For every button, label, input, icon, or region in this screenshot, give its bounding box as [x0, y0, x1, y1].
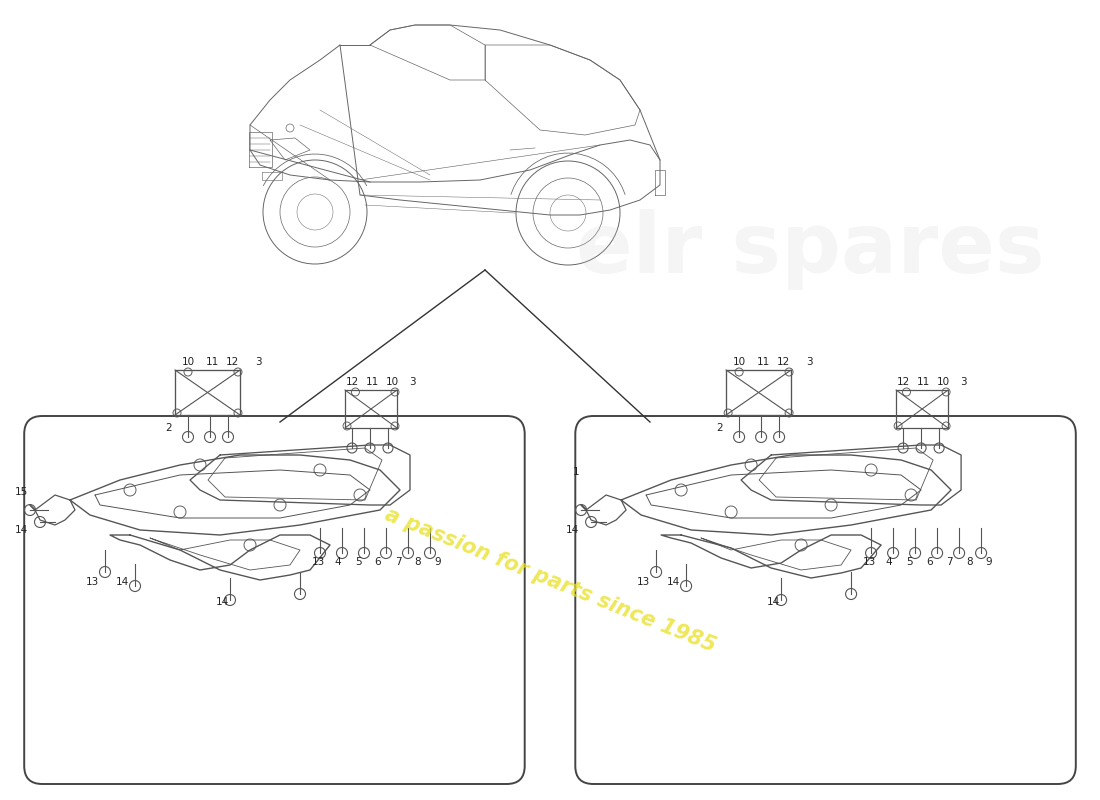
- Text: 7: 7: [395, 557, 402, 567]
- Text: 14: 14: [14, 525, 28, 535]
- Text: 12: 12: [226, 357, 239, 367]
- Text: 11: 11: [757, 357, 770, 367]
- Text: 3: 3: [806, 357, 813, 367]
- Text: 10: 10: [733, 357, 746, 367]
- Text: 11: 11: [206, 357, 219, 367]
- Text: 3: 3: [255, 357, 262, 367]
- Text: 6: 6: [375, 557, 382, 567]
- Text: 13: 13: [86, 577, 99, 587]
- Text: 14: 14: [667, 577, 680, 587]
- Text: 6: 6: [926, 557, 933, 567]
- Text: 8: 8: [415, 557, 421, 567]
- Text: 11: 11: [916, 377, 930, 387]
- Text: 12: 12: [777, 357, 790, 367]
- Text: 13: 13: [311, 557, 324, 567]
- Text: 14: 14: [116, 577, 129, 587]
- Text: 2: 2: [165, 423, 172, 433]
- Text: 12: 12: [345, 377, 359, 387]
- Text: 10: 10: [385, 377, 398, 387]
- Text: 14: 14: [565, 525, 579, 535]
- Text: 5: 5: [905, 557, 912, 567]
- Text: 9: 9: [434, 557, 441, 567]
- Text: 1: 1: [572, 467, 579, 477]
- Text: 13: 13: [862, 557, 876, 567]
- Text: 9: 9: [986, 557, 992, 567]
- Text: 10: 10: [936, 377, 949, 387]
- Text: 13: 13: [637, 577, 650, 587]
- Text: 8: 8: [966, 557, 972, 567]
- Text: 3: 3: [960, 377, 967, 387]
- Text: 11: 11: [365, 377, 378, 387]
- Text: 4: 4: [334, 557, 341, 567]
- Text: 10: 10: [182, 357, 195, 367]
- Text: 14: 14: [216, 597, 229, 607]
- Text: 5: 5: [354, 557, 361, 567]
- Text: 3: 3: [409, 377, 416, 387]
- Text: 4: 4: [886, 557, 892, 567]
- Text: 7: 7: [946, 557, 953, 567]
- Text: a passion for parts since 1985: a passion for parts since 1985: [382, 504, 718, 656]
- Text: 12: 12: [896, 377, 910, 387]
- Text: 15: 15: [14, 487, 28, 497]
- Text: 14: 14: [767, 597, 780, 607]
- Text: elr spares: elr spares: [575, 210, 1044, 290]
- Text: 2: 2: [716, 423, 723, 433]
